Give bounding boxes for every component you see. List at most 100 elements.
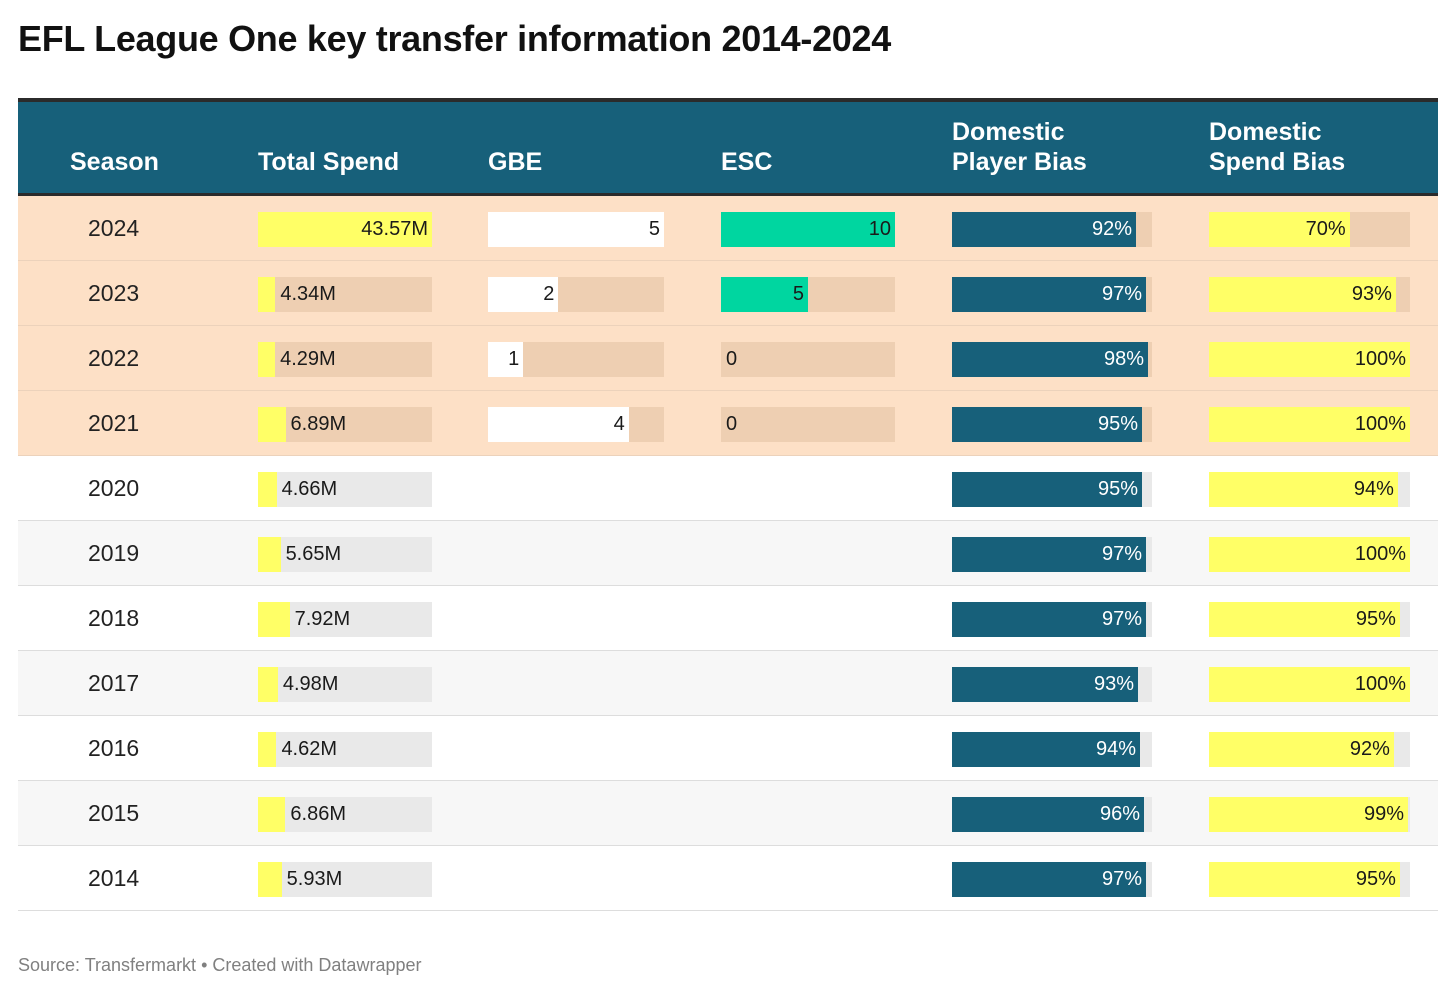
player-bias-bar: 95% bbox=[952, 407, 1152, 442]
player-bias-value: 95% bbox=[1097, 413, 1138, 435]
season-cell: 2016 bbox=[88, 735, 140, 761]
total-spend-bar-fill bbox=[258, 472, 277, 507]
season-cell: 2024 bbox=[88, 215, 140, 241]
season-cell: 2019 bbox=[88, 540, 140, 566]
table-row: 2017 4.98M 93% 100% bbox=[18, 651, 1438, 716]
player-bias-value: 94% bbox=[1095, 738, 1136, 760]
total-spend-bar: 6.86M bbox=[258, 797, 432, 832]
esc-value: 10 bbox=[868, 218, 891, 240]
spend-bias-bar-fill bbox=[1209, 667, 1410, 702]
spend-bias-bar: 95% bbox=[1209, 602, 1410, 637]
season-cell: 2017 bbox=[88, 670, 140, 696]
esc-value: 5 bbox=[792, 283, 804, 305]
gbe-bar: 1 bbox=[488, 342, 664, 377]
header-season[interactable]: Season bbox=[70, 147, 159, 177]
season-cell: 2015 bbox=[88, 800, 140, 826]
spend-bias-bar: 93% bbox=[1209, 277, 1410, 312]
player-bias-bar: 94% bbox=[952, 732, 1152, 767]
player-bias-value: 97% bbox=[1101, 283, 1142, 305]
total-spend-bar: 43.57M bbox=[258, 212, 432, 247]
spend-bias-value: 92% bbox=[1349, 738, 1390, 760]
table-row: 2022 4.29M 1 0 98% 100% bbox=[18, 326, 1438, 391]
total-spend-bar: 6.89M bbox=[258, 407, 432, 442]
esc-bar-fill bbox=[721, 212, 895, 247]
total-spend-value: 4.29M bbox=[280, 348, 336, 370]
gbe-value: 1 bbox=[508, 348, 520, 370]
esc-bar: 0 bbox=[721, 342, 895, 377]
total-spend-value: 4.34M bbox=[280, 283, 336, 305]
total-spend-bar-fill bbox=[258, 602, 290, 637]
header-gbe[interactable]: GBE bbox=[488, 147, 542, 177]
total-spend-bar-fill bbox=[258, 797, 286, 832]
total-spend-value: 43.57M bbox=[361, 218, 428, 240]
header-player-bias-line-2: Player Bias bbox=[952, 148, 1087, 176]
spend-bias-bar: 100% bbox=[1209, 407, 1410, 442]
player-bias-bar-fill bbox=[952, 732, 1140, 767]
esc-bar: 10 bbox=[721, 212, 895, 247]
gbe-bar: 4 bbox=[488, 407, 664, 442]
player-bias-value: 96% bbox=[1099, 803, 1140, 825]
gbe-bar-fill bbox=[488, 407, 629, 442]
player-bias-bar-fill bbox=[952, 667, 1138, 702]
total-spend-bar: 7.92M bbox=[258, 602, 432, 637]
player-bias-bar-fill bbox=[952, 602, 1146, 637]
header-player-bias[interactable]: Domestic Player Bias bbox=[952, 117, 1087, 177]
esc-bar: 5 bbox=[721, 277, 895, 312]
table-top-rule bbox=[18, 98, 1438, 102]
total-spend-bar: 4.29M bbox=[258, 342, 432, 377]
spend-bias-bar-fill bbox=[1209, 407, 1410, 442]
spend-bias-value: 94% bbox=[1353, 478, 1394, 500]
header-player-bias-line-1: Domestic bbox=[952, 118, 1065, 146]
esc-value: 0 bbox=[726, 348, 738, 370]
header-spend-bias[interactable]: Domestic Spend Bias bbox=[1209, 117, 1345, 177]
chart-title: EFL League One key transfer information … bbox=[18, 18, 891, 59]
footer: Source: Transfermarkt • Created with Dat… bbox=[18, 955, 421, 976]
total-spend-value: 6.86M bbox=[290, 803, 346, 825]
spend-bias-bar-fill bbox=[1209, 537, 1410, 572]
footer-separator: • bbox=[196, 955, 213, 975]
esc-bar: 0 bbox=[721, 407, 895, 442]
player-bias-value: 98% bbox=[1103, 348, 1144, 370]
player-bias-value: 93% bbox=[1093, 673, 1134, 695]
player-bias-bar-fill bbox=[952, 212, 1136, 247]
header-esc[interactable]: ESC bbox=[721, 147, 772, 177]
player-bias-value: 97% bbox=[1101, 543, 1142, 565]
season-cell: 2018 bbox=[88, 605, 140, 631]
total-spend-bar: 4.98M bbox=[258, 667, 432, 702]
spend-bias-bar-fill bbox=[1209, 732, 1394, 767]
player-bias-bar-fill bbox=[952, 797, 1144, 832]
footer-credit[interactable]: Created with Datawrapper bbox=[212, 955, 422, 975]
player-bias-value: 97% bbox=[1101, 868, 1142, 890]
esc-bar-fill bbox=[721, 277, 808, 312]
player-bias-bar: 93% bbox=[952, 667, 1152, 702]
season-cell: 2022 bbox=[88, 345, 140, 371]
spend-bias-value: 100% bbox=[1354, 413, 1406, 435]
table-row: 2020 4.66M 95% 94% bbox=[18, 456, 1438, 521]
spend-bias-value: 99% bbox=[1363, 803, 1404, 825]
header-total-spend[interactable]: Total Spend bbox=[258, 147, 399, 177]
total-spend-bar-fill bbox=[258, 732, 277, 767]
spend-bias-bar: 100% bbox=[1209, 537, 1410, 572]
player-bias-bar-fill bbox=[952, 537, 1146, 572]
season-cell: 2014 bbox=[88, 865, 140, 891]
gbe-value: 2 bbox=[543, 283, 555, 305]
spend-bias-bar-fill bbox=[1209, 212, 1350, 247]
gbe-bar-fill bbox=[488, 212, 664, 247]
player-bias-bar: 97% bbox=[952, 602, 1152, 637]
total-spend-value: 5.65M bbox=[285, 543, 342, 565]
player-bias-value: 95% bbox=[1097, 478, 1138, 500]
player-bias-bar-fill bbox=[952, 407, 1142, 442]
total-spend-value: 6.89M bbox=[290, 413, 347, 435]
season-cell: 2021 bbox=[88, 410, 140, 436]
spend-bias-value: 95% bbox=[1355, 608, 1396, 630]
gbe-bar: 2 bbox=[488, 277, 664, 312]
player-bias-bar-fill bbox=[952, 472, 1142, 507]
total-spend-bar-fill bbox=[258, 407, 286, 442]
player-bias-bar: 95% bbox=[952, 472, 1152, 507]
spend-bias-value: 100% bbox=[1354, 348, 1406, 370]
spend-bias-value: 70% bbox=[1305, 218, 1346, 240]
header-spend-bias-line-2: Spend Bias bbox=[1209, 148, 1346, 176]
header-spend-bias-line-1: Domestic bbox=[1209, 118, 1322, 146]
header-esc-line-1: ESC bbox=[721, 148, 773, 176]
total-spend-value: 4.62M bbox=[281, 738, 338, 760]
